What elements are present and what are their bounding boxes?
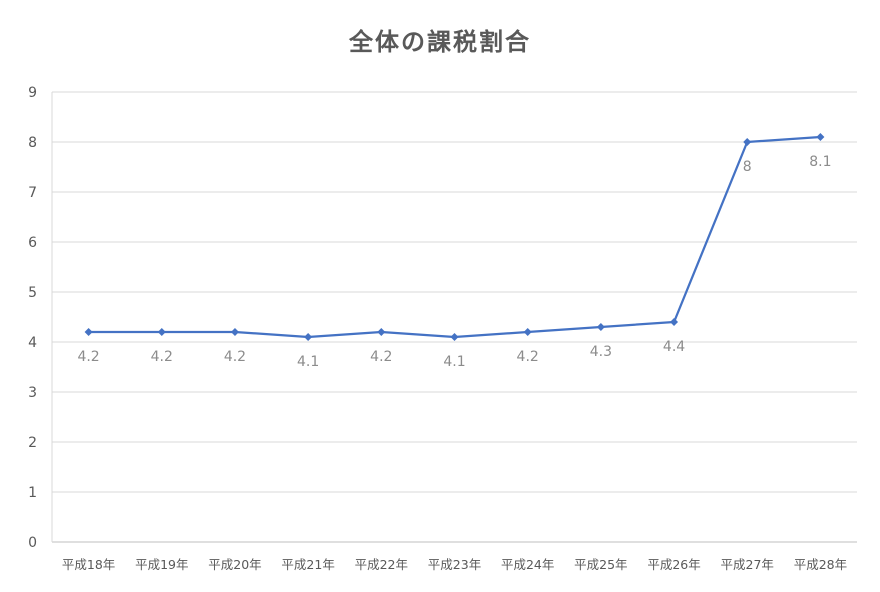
y-tick-label: 6	[28, 235, 37, 251]
x-tick-label: 平成22年	[355, 557, 408, 572]
data-point-marker	[84, 328, 93, 336]
y-tick-label: 9	[28, 85, 37, 101]
x-tick-label: 平成20年	[208, 557, 261, 572]
x-tick-label: 平成26年	[647, 557, 700, 572]
x-tick-label: 平成23年	[428, 557, 481, 572]
data-label: 4.3	[590, 344, 612, 360]
y-tick-label: 3	[28, 385, 37, 401]
x-tick-label: 平成21年	[281, 557, 334, 572]
data-label: 4.4	[663, 339, 685, 355]
gridlines	[51, 91, 857, 543]
series	[84, 133, 825, 341]
x-tick-label: 平成24年	[501, 557, 554, 572]
x-tick-label: 平成27年	[721, 557, 774, 572]
data-point-marker	[450, 333, 459, 341]
x-tick-label: 平成18年	[62, 557, 115, 572]
data-point-marker	[304, 333, 313, 341]
y-tick-label: 1	[28, 485, 37, 501]
data-label: 8.1	[809, 154, 831, 170]
data-label: 4.2	[517, 349, 539, 365]
y-tick-label: 2	[28, 435, 37, 451]
y-tick-label: 8	[28, 135, 37, 151]
data-label: 4.2	[151, 349, 173, 365]
data-label: 4.2	[224, 349, 246, 365]
data-label: 4.1	[443, 354, 465, 370]
data-point-marker	[230, 328, 239, 336]
data-label: 8	[743, 159, 752, 175]
y-tick-label: 0	[28, 535, 37, 551]
series-line	[88, 135, 821, 339]
data-point-marker	[816, 133, 825, 141]
x-tick-label: 平成25年	[574, 557, 627, 572]
data-point-marker	[670, 318, 679, 326]
data-point-marker	[377, 328, 386, 336]
x-tick-label: 平成19年	[135, 557, 188, 572]
x-axis-ticks: 平成18年 平成19年 平成20年 平成21年 平成22年 平成23年 平成24年 平成25年…	[62, 557, 847, 572]
data-point-marker	[157, 328, 166, 336]
data-point-marker	[596, 323, 605, 331]
y-tick-label: 5	[28, 285, 37, 301]
data-label: 4.2	[370, 349, 392, 365]
chart-title: 全体の課税割合	[349, 28, 531, 56]
data-label: 4.1	[297, 354, 319, 370]
x-tick-label: 平成28年	[794, 557, 847, 572]
y-axis-ticks: 0 1 2 3 4 5 6 7 8 9	[28, 85, 37, 551]
y-tick-label: 4	[28, 335, 37, 351]
y-tick-label: 7	[28, 185, 37, 201]
data-label: 4.2	[77, 349, 99, 365]
data-point-marker	[523, 328, 532, 336]
data-point-marker	[743, 138, 752, 146]
data-labels: 4.2 4.2 4.2 4.1 4.2 4.1 4.2 4.3 4.4 8 8.1	[77, 154, 831, 370]
